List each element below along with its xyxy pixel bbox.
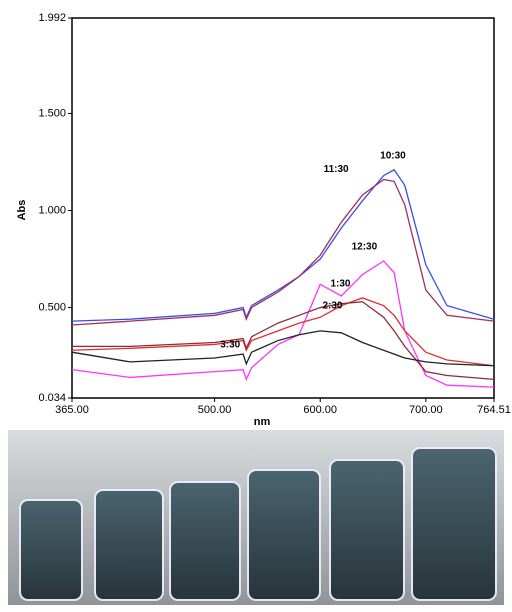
series-label: 11:30	[324, 164, 349, 175]
y-axis-title: Abs	[16, 200, 28, 221]
beaker	[411, 447, 497, 601]
y-tick-label: 1.000	[38, 204, 66, 216]
y-tick-label: 0.034	[38, 392, 66, 404]
y-tick-label: 1.500	[38, 107, 66, 119]
beaker	[94, 489, 164, 601]
series-label: 10:30	[380, 150, 406, 161]
series-line	[71, 260, 495, 388]
y-tick-label: 1.992	[38, 12, 66, 24]
photo	[8, 430, 504, 605]
series-label: 2:30	[322, 300, 342, 311]
beaker	[329, 459, 405, 601]
x-tick-label: 700.00	[409, 404, 443, 416]
x-tick-label: 500.00	[198, 404, 232, 416]
series-line	[71, 297, 495, 367]
plot-frame	[71, 17, 495, 399]
x-tick-label: 600.00	[303, 404, 337, 416]
series-line	[72, 301, 495, 381]
series-line	[71, 168, 495, 322]
x-axis-title: nm	[254, 416, 271, 428]
beaker	[19, 499, 83, 601]
series-line	[71, 178, 495, 326]
beaker	[247, 469, 321, 601]
series-label: 12:30	[352, 242, 378, 253]
series-label: 3:30	[220, 339, 240, 350]
y-tick-label: 0.500	[38, 301, 66, 313]
x-tick-label: 764.51	[477, 404, 511, 416]
beaker	[169, 481, 241, 601]
series-line	[71, 330, 495, 367]
series-label: 1:30	[330, 278, 350, 289]
x-tick-label: 365.00	[55, 404, 89, 416]
